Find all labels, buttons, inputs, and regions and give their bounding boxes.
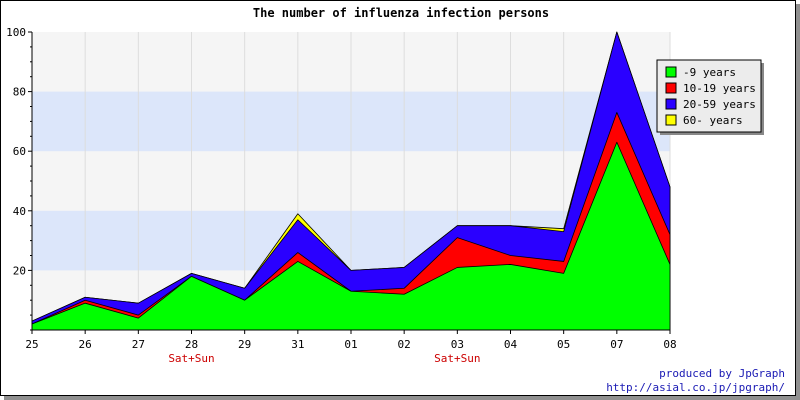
y-tick-label: 80 (13, 86, 26, 99)
legend-label-10-19-years: 10-19 years (683, 82, 756, 95)
x-tick-label: 29 (238, 338, 251, 351)
x-tick-label: 05 (557, 338, 570, 351)
legend-swatch-60-years (665, 114, 677, 126)
y-tick-label: 60 (13, 145, 26, 158)
x-tick-label: 25 (25, 338, 38, 351)
x-tick-label: 01 (344, 338, 357, 351)
y-tick-label: 40 (13, 205, 26, 218)
x-tick-label: 27 (132, 338, 145, 351)
x-tick-label: 31 (291, 338, 304, 351)
legend: -9 years 10-19 years 20-59 years 60- years (656, 59, 764, 135)
series-area-9-years (31, 141, 671, 331)
x-tick-label: 04 (504, 338, 518, 351)
legend-label-9-years: -9 years (683, 66, 736, 79)
x-tick-label: 03 (451, 338, 464, 351)
x-tick-label: 28 (185, 338, 198, 351)
x-tick-label: 07 (610, 338, 623, 351)
x-tick-label: 26 (79, 338, 92, 351)
legend-label-60-years: 60- years (683, 114, 743, 127)
y-tick-label: 100 (6, 26, 26, 39)
chart-title: The number of influenza infection person… (253, 6, 549, 20)
legend-swatch-10-19-years (665, 82, 677, 94)
credit-line-2[interactable]: http://asial.co.jp/jpgraph/ (606, 381, 785, 394)
chart-canvas: The number of influenza infection person… (6, 6, 764, 365)
legend-swatch-20-59-years (665, 98, 677, 110)
y-tick-label: 20 (13, 264, 26, 277)
x-tick-sublabel: Sat+Sun (434, 352, 480, 365)
x-tick-label: 02 (398, 338, 411, 351)
legend-swatch-9-years (665, 66, 677, 78)
area-series-group (31, 31, 671, 331)
legend-label-20-59-years: 20-59 years (683, 98, 756, 111)
x-tick-sublabel: Sat+Sun (168, 352, 214, 365)
x-tick-label: 08 (663, 338, 676, 351)
credit-line-1: produced by JpGraph (659, 367, 785, 380)
